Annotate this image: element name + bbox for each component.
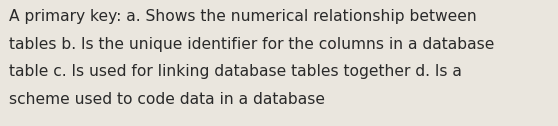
Text: tables b. Is the unique identifier for the columns in a database: tables b. Is the unique identifier for t… — [9, 37, 494, 52]
Text: A primary key: a. Shows the numerical relationship between: A primary key: a. Shows the numerical re… — [9, 9, 477, 24]
Text: scheme used to code data in a database: scheme used to code data in a database — [9, 92, 325, 107]
Text: table c. Is used for linking database tables together d. Is a: table c. Is used for linking database ta… — [9, 64, 462, 79]
